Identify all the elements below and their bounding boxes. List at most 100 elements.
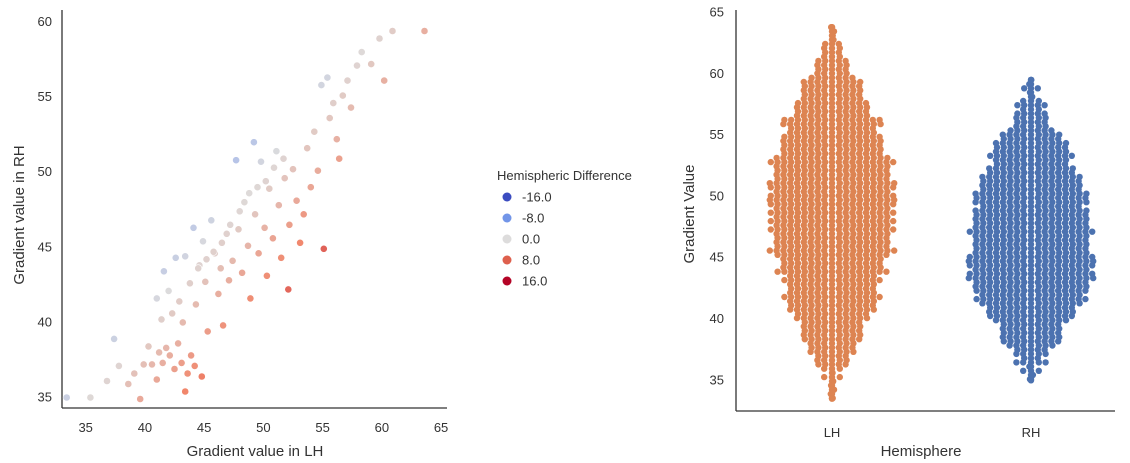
swarm-point-lh bbox=[850, 348, 857, 355]
swarm-point-lh bbox=[828, 395, 836, 402]
scatter-point bbox=[103, 377, 111, 385]
swarm-point-lh bbox=[781, 268, 788, 275]
scatter-point bbox=[310, 127, 319, 136]
swarm-point-rh bbox=[1035, 367, 1043, 374]
scatter-point bbox=[245, 189, 254, 198]
swarm-point-lh bbox=[891, 247, 898, 254]
scatter-point bbox=[261, 177, 270, 186]
swarm-y-tick-label: 45 bbox=[710, 250, 724, 265]
scatter-point bbox=[110, 334, 118, 343]
swarm-point-rh bbox=[1013, 359, 1020, 366]
swarm-point-rh bbox=[1090, 274, 1097, 282]
scatter-point bbox=[251, 210, 259, 219]
scatter-point bbox=[420, 27, 429, 35]
swarm-point-rh bbox=[1014, 102, 1021, 109]
swarm-point-rh bbox=[1089, 262, 1096, 269]
swarm-point-rh bbox=[1027, 76, 1035, 84]
swarm-point-lh bbox=[836, 365, 843, 372]
scatter-x-tick-label: 40 bbox=[138, 420, 152, 435]
scatter-x-tick-label: 60 bbox=[375, 420, 389, 435]
swarm-point-rh bbox=[965, 274, 972, 282]
swarm-point-lh bbox=[767, 201, 774, 208]
scatter-point bbox=[296, 238, 304, 247]
scatter-point bbox=[299, 210, 308, 219]
scatter-point bbox=[175, 297, 184, 306]
scatter-point bbox=[347, 103, 355, 112]
scatter-y-tick-label: 60 bbox=[38, 14, 52, 29]
scatter-y-tick-label: 35 bbox=[38, 389, 52, 404]
scatter-x-ticks: 35 40 45 50 55 60 65 bbox=[78, 420, 448, 435]
scatter-point bbox=[185, 279, 194, 288]
swarm-point-lh bbox=[821, 365, 828, 372]
scatter-point bbox=[306, 183, 315, 192]
scatter-point bbox=[217, 238, 226, 247]
swarm-x-ticks: LH RH bbox=[824, 425, 1041, 440]
swarm-point-lh bbox=[876, 268, 883, 275]
scatter-point bbox=[274, 201, 283, 210]
scatter-point bbox=[257, 157, 265, 166]
scatter-point bbox=[319, 244, 328, 253]
swarm-point-lh bbox=[801, 336, 808, 343]
scatter-plot: 35 40 45 50 55 60 65 35 40 45 50 55 60 Gradient val… bbox=[11, 10, 448, 460]
scatter-point bbox=[181, 252, 190, 261]
swarm-y-tick-label: 65 bbox=[710, 4, 724, 19]
scatter-point bbox=[148, 360, 156, 369]
scatter-point bbox=[86, 393, 95, 402]
scatter-point bbox=[197, 372, 206, 381]
scatter-x-tick-label: 45 bbox=[197, 420, 211, 435]
scatter-point bbox=[240, 198, 249, 207]
scatter-point bbox=[191, 300, 200, 309]
swarm-point-rh bbox=[1082, 295, 1089, 303]
scatter-point bbox=[203, 327, 212, 336]
scatter-point bbox=[367, 60, 376, 68]
swarm-point-lh bbox=[767, 217, 774, 225]
swarm-point-lh bbox=[774, 251, 781, 258]
legend-marker bbox=[502, 192, 512, 202]
swarm-point-lh bbox=[890, 158, 897, 166]
swarm-point-lh bbox=[842, 361, 849, 368]
swarm-y-tick-label: 35 bbox=[710, 372, 724, 387]
swarm-point-rh bbox=[987, 152, 994, 159]
scatter-point bbox=[170, 365, 179, 373]
scatter-point bbox=[323, 73, 332, 82]
scatter-point bbox=[246, 294, 255, 303]
swarm-point-rh bbox=[1083, 199, 1090, 206]
swarm-point-lh bbox=[774, 268, 781, 275]
scatter-point bbox=[277, 253, 286, 262]
scatter-point bbox=[159, 267, 168, 276]
scatter-point bbox=[171, 253, 180, 262]
scatter-point bbox=[317, 81, 326, 89]
swarm-point-lh bbox=[787, 306, 794, 313]
swarm-point-rh bbox=[966, 228, 973, 235]
legend-label: 0.0 bbox=[522, 232, 540, 247]
scatter-point bbox=[303, 144, 312, 153]
legend-marker bbox=[502, 213, 512, 223]
scatter-point bbox=[165, 351, 174, 360]
scatter-point bbox=[164, 286, 173, 295]
scatter-point bbox=[157, 315, 166, 324]
scatter-point bbox=[183, 369, 192, 378]
scatter-point bbox=[194, 264, 203, 273]
swarm-point-rh bbox=[1013, 350, 1020, 358]
swarm-point-lh bbox=[870, 306, 877, 313]
swarm-point-lh bbox=[815, 361, 822, 368]
scatter-point bbox=[225, 276, 233, 285]
scatter-point bbox=[353, 61, 361, 70]
swarm-point-rh bbox=[1068, 152, 1076, 159]
scatter-point bbox=[124, 380, 133, 388]
scatter-point bbox=[388, 27, 397, 35]
scatter-y-tick-label: 50 bbox=[38, 164, 52, 179]
swarm-point-rh bbox=[966, 262, 973, 269]
scatter-point bbox=[262, 271, 271, 280]
scatter-point bbox=[177, 358, 186, 367]
swarm-y-tick-label: 50 bbox=[710, 188, 724, 203]
scatter-point bbox=[313, 166, 322, 175]
swarm-point-rh bbox=[1082, 287, 1089, 294]
swarm-point-rh bbox=[1020, 359, 1027, 366]
scatter-y-tick-label: 40 bbox=[38, 314, 52, 329]
swarm-point-lh bbox=[807, 348, 814, 355]
swarm-y-tick-label: 60 bbox=[710, 66, 724, 81]
legend-title: Hemispheric Difference bbox=[497, 168, 632, 183]
swarm-point-lh bbox=[883, 251, 890, 258]
